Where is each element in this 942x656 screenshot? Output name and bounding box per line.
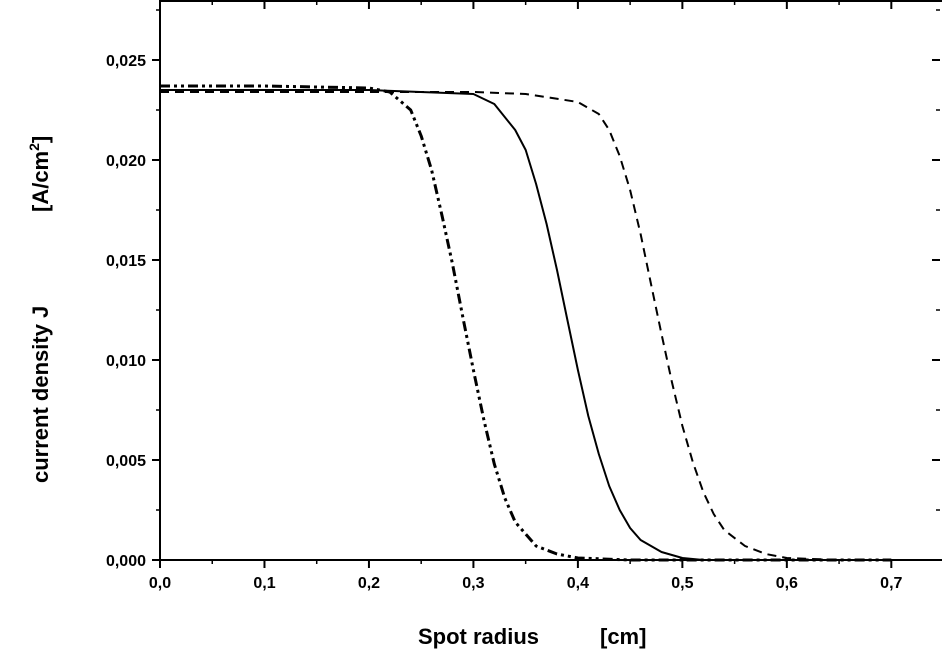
series-line-dashed: [160, 91, 892, 561]
series-lines: [160, 84, 892, 562]
y-axis-unit-superscript: 2: [26, 143, 42, 151]
y-axis-title: current density J: [28, 306, 53, 483]
x-tick-label: 0,6: [776, 575, 798, 592]
x-tick-label: 0,1: [253, 575, 275, 592]
x-tick-label: 0,5: [671, 575, 693, 592]
x-tick-label: 0,0: [149, 575, 171, 592]
series-line-dash-dot-dot: [160, 84, 892, 562]
axes: [159, 0, 942, 561]
y-tick-label: 0,015: [106, 253, 146, 270]
x-tick-label: 0,4: [567, 575, 589, 592]
series-line-solid: [160, 89, 892, 561]
y-axis-unit-close: ]: [28, 136, 53, 143]
x-tick-label: 0,7: [880, 575, 902, 592]
x-tick-label: 0,3: [462, 575, 484, 592]
y-axis-unit: [A/cm2]: [26, 136, 53, 212]
x-axis-title: Spot radius: [418, 624, 539, 649]
y-tick-label: 0,000: [106, 553, 146, 570]
x-tick-label: 0,2: [358, 575, 380, 592]
y-tick-label: 0,020: [106, 153, 146, 170]
y-axis-unit-text: [A/cm: [28, 151, 53, 212]
x-axis-ticks: 0,0 0,1 0,2 0,3 0,4 0,5 0,6 0,7: [149, 1, 903, 592]
y-tick-label: 0,010: [106, 353, 146, 370]
y-tick-label: 0,005: [106, 453, 146, 470]
y-tick-label: 0,025: [106, 53, 146, 70]
x-axis-unit: [cm]: [600, 624, 646, 649]
y-axis-ticks: 0,000 0,005 0,010 0,015 0,020 0,025: [106, 9, 940, 570]
